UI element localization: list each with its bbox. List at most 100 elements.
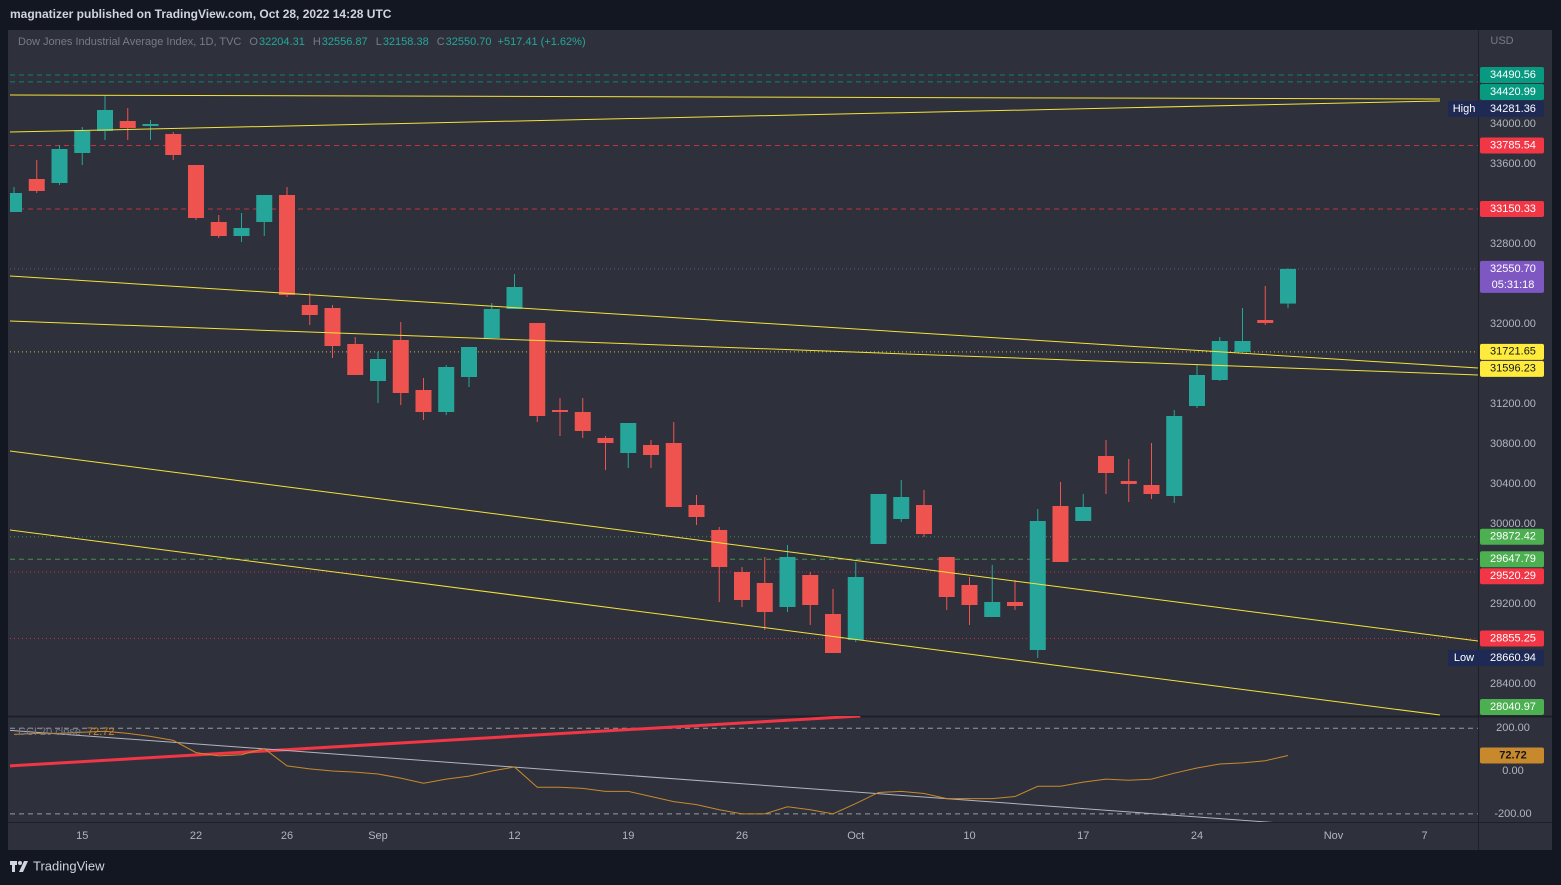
legend-title: Dow Jones Industrial Average Index, 1D, … [18, 36, 241, 48]
legend-value: 32158.38 [383, 36, 429, 48]
level-label-box [1480, 200, 1544, 217]
level-label-box [1480, 343, 1544, 360]
indicator-trendline [10, 729, 1274, 822]
candle-body [1075, 507, 1092, 521]
candle-body [324, 308, 341, 346]
x-tick-label: 19 [622, 830, 634, 842]
candle-body [1166, 416, 1183, 496]
y-tick-label: 28400.00 [1490, 678, 1536, 690]
y-tick-label: 33600.00 [1490, 158, 1536, 170]
level-label: 28040.97 [1490, 701, 1536, 713]
footer-text: TradingView [33, 858, 105, 873]
legend-key: L [376, 36, 382, 48]
x-tick-label: 22 [190, 830, 202, 842]
level-label: 29647.79 [1490, 553, 1536, 565]
y-tick-label: 34000.00 [1490, 118, 1536, 130]
candle-body [1007, 602, 1023, 606]
legend-key: O [249, 36, 258, 48]
level-label-box [1480, 360, 1544, 377]
level-label-box [1480, 649, 1544, 666]
level-label: 34490.56 [1490, 69, 1536, 81]
level-label: 28660.94 [1490, 652, 1536, 664]
level-label: 31721.65 [1490, 346, 1536, 358]
chart-panel [8, 30, 1552, 850]
x-tick-label: 26 [736, 830, 748, 842]
candle-body [552, 410, 568, 412]
candle-body [961, 585, 978, 605]
candle-body [483, 309, 500, 338]
candle-body [893, 497, 910, 519]
level-label-box [1480, 568, 1544, 585]
candle-body [461, 347, 477, 377]
candle-body [620, 423, 637, 453]
x-tick-label: 26 [281, 830, 293, 842]
x-tick-label: 12 [508, 830, 520, 842]
candle-body [210, 222, 227, 236]
candle-body [1098, 456, 1114, 473]
candle-body [597, 438, 614, 443]
candle-body [938, 557, 955, 597]
level-label: 31596.23 [1490, 363, 1536, 375]
level-label-box [1480, 83, 1544, 100]
candle-body [916, 505, 932, 534]
x-tick-label: 10 [963, 830, 975, 842]
level-label-box [1480, 699, 1544, 715]
level-label: 33785.54 [1490, 139, 1536, 151]
candle-body [142, 124, 159, 126]
indicator-tick-label: 0.00 [1502, 765, 1523, 777]
trendline [10, 100, 1440, 133]
level-label: 29872.42 [1490, 531, 1536, 543]
candle-body [392, 340, 409, 393]
candle-body [74, 131, 91, 153]
indicator-tick-label: -200.00 [1494, 808, 1531, 820]
level-label-box [1480, 66, 1544, 83]
candle-body [688, 505, 705, 517]
x-tick-label: 17 [1077, 830, 1089, 842]
y-tick-label: 30800.00 [1490, 438, 1536, 450]
y-tick-label: 32800.00 [1490, 238, 1536, 250]
candle-body [734, 572, 750, 600]
candle-body [165, 134, 182, 155]
candle-body [870, 494, 887, 544]
footer-logo [10, 861, 28, 872]
indicator-legend: CCI 20 close 72.72 [18, 726, 115, 738]
y-tick-label: 30400.00 [1490, 478, 1536, 490]
candle-body [1120, 481, 1137, 484]
y-tick-label: 32000.00 [1490, 318, 1536, 330]
candle-body [665, 443, 682, 507]
candle-body [256, 195, 273, 222]
candle-body [1143, 485, 1160, 494]
trendline [10, 529, 1441, 716]
candle-body [188, 165, 204, 218]
main-pane [10, 74, 1478, 716]
indicator-trendline [10, 716, 861, 768]
trendline [10, 320, 1478, 376]
legend-value: 32550.70 [446, 36, 492, 48]
level-label-box [1480, 100, 1544, 117]
indicator-pane [10, 716, 1478, 822]
indicator-line [13, 730, 1289, 815]
indicator-tick-label: 200.00 [1496, 722, 1530, 734]
candle-body [529, 323, 546, 416]
x-tick-label: 7 [1421, 830, 1427, 842]
candle-body [1234, 341, 1251, 352]
candle-body [279, 195, 295, 295]
legend-change: +517.41 (+1.62%) [498, 36, 586, 48]
level-label-box [1480, 551, 1544, 568]
candle-body [347, 344, 364, 375]
x-tick-label: Sep [368, 830, 388, 842]
candle-body [1211, 341, 1228, 380]
candle-body [28, 179, 45, 191]
candle-body [119, 121, 136, 128]
legend-value: 32556.87 [322, 36, 368, 48]
level-label: 32550.70 [1490, 263, 1536, 275]
level-label-box [1480, 137, 1544, 154]
candle-body [984, 602, 1001, 617]
legend: Dow Jones Industrial Average Index, 1D, … [18, 36, 586, 48]
trendline [10, 275, 1478, 369]
candle-body [825, 614, 841, 653]
level-label: 34420.99 [1490, 86, 1536, 98]
level-label: 34281.36 [1490, 103, 1536, 115]
y-tick-label: 30000.00 [1490, 518, 1536, 530]
